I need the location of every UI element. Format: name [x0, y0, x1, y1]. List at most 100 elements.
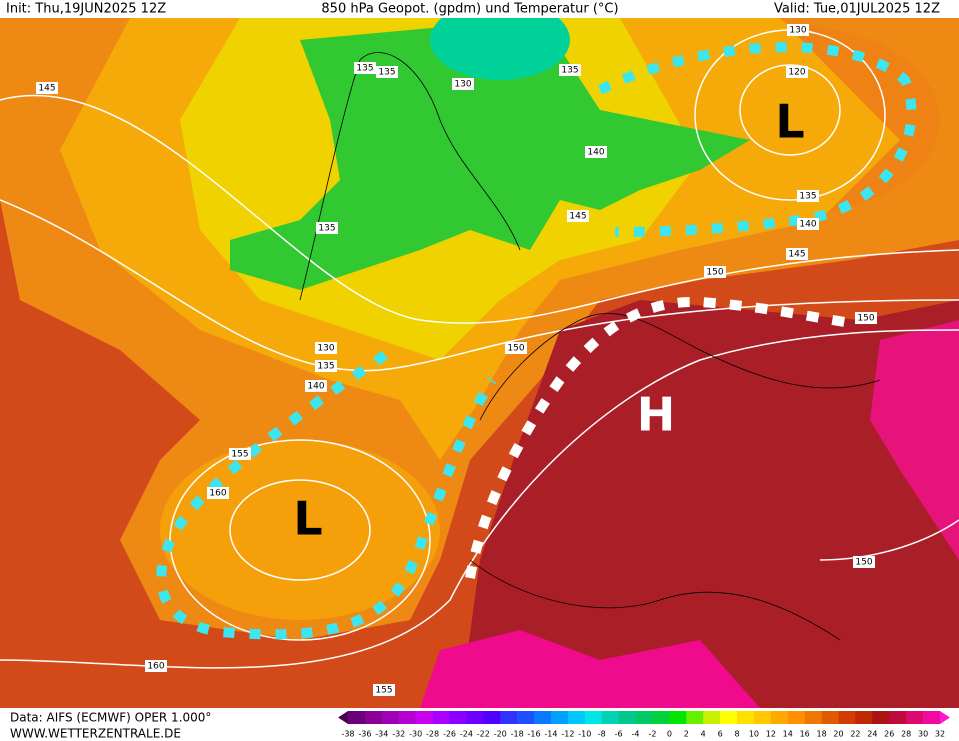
- contour-label: 145: [788, 250, 805, 260]
- colorbar-arrow: [338, 711, 348, 724]
- colorbar-swatch: [381, 711, 400, 724]
- contour-label: 135: [317, 362, 334, 372]
- colorbar-swatch: [855, 711, 873, 724]
- contour-label-bg: [797, 190, 819, 202]
- contour-label-bg: [585, 146, 607, 158]
- contour-label-bg: [316, 222, 338, 234]
- colorbar-swatch: [737, 711, 755, 724]
- contour-label: 140: [587, 148, 604, 158]
- contour-label: 160: [147, 662, 164, 672]
- colorbar-swatch: [652, 711, 670, 724]
- colorbar-swatch: [821, 711, 839, 724]
- colorbar-label: -10: [578, 730, 591, 739]
- contour-label: 145: [38, 84, 55, 94]
- contour-label-bg: [704, 266, 726, 278]
- contour-label: 135: [378, 68, 395, 78]
- colorbar-label: -36: [358, 730, 371, 739]
- colorbar-label: 28: [901, 730, 911, 739]
- contour-label-bg: [505, 342, 527, 354]
- contour-label: 140: [799, 220, 816, 230]
- contour-label-bg: [797, 218, 819, 230]
- colorbar-label: 14: [783, 730, 793, 739]
- colorbar-label: 18: [817, 730, 827, 739]
- colorbar-arrow: [940, 711, 950, 724]
- contour-label-bg: [354, 62, 376, 74]
- colorbar-swatch: [398, 711, 416, 724]
- colorbar-label: -2: [648, 730, 656, 739]
- contour-label: 155: [231, 450, 248, 460]
- contour-label: 150: [855, 558, 872, 568]
- colorbar-label: -20: [494, 730, 507, 739]
- colorbar-swatch: [618, 711, 636, 724]
- colorbar-label: 24: [867, 730, 877, 739]
- colorbar-swatch: [669, 711, 687, 724]
- contour-label: 135: [561, 66, 578, 76]
- contour-label: 130: [789, 26, 806, 36]
- contour-label: 145: [569, 212, 586, 222]
- colorbar-label: -30: [409, 730, 422, 739]
- colorbar-label: -34: [375, 730, 388, 739]
- colorbar-label: -4: [632, 730, 640, 739]
- colorbar-swatch: [838, 711, 856, 724]
- contour-label: 150: [857, 314, 874, 324]
- colorbar-label: -26: [443, 730, 456, 739]
- map-field: [0, 0, 959, 708]
- colorbar-swatch: [348, 711, 366, 724]
- contour-label-bg: [36, 82, 58, 94]
- contour-label-bg: [207, 487, 229, 499]
- colorbar-swatch: [364, 711, 383, 724]
- contour-label-bg: [315, 342, 337, 354]
- colorbar-label: 30: [918, 730, 928, 739]
- colorbar-swatch: [466, 711, 484, 724]
- pressure-center: L: [293, 492, 322, 546]
- contour-label-bg: [376, 66, 398, 78]
- colorbar-swatch: [500, 711, 518, 724]
- colorbar-swatch: [635, 711, 653, 724]
- colorbar-swatch: [432, 711, 450, 724]
- colorbar-label: -6: [615, 730, 623, 739]
- colorbar-swatch: [550, 711, 569, 724]
- colorbar-label: -12: [561, 730, 574, 739]
- coastlines: [299, 52, 881, 641]
- header-bar: [0, 0, 959, 18]
- colorbar-swatch: [601, 711, 619, 724]
- colorbar-label: -16: [528, 730, 541, 739]
- contour-label: 135: [318, 224, 335, 234]
- colorbar-label: 8: [734, 730, 739, 739]
- contour-label-bg: [229, 448, 251, 460]
- contour-label: 160: [209, 489, 226, 499]
- colorbar-swatch: [787, 711, 805, 724]
- contour-label: 150: [507, 344, 524, 354]
- colorbar-swatch: [906, 711, 924, 724]
- colorbar-swatch: [889, 711, 907, 724]
- contour-label-bg: [315, 360, 337, 372]
- colorbar-label: -24: [460, 730, 473, 739]
- contour-label: 130: [454, 80, 471, 90]
- contour-label: 120: [788, 68, 805, 78]
- contours: [0, 29, 959, 669]
- colorbar-swatch: [923, 711, 941, 724]
- website: WWW.WETTERZENTRALE.DE: [10, 727, 181, 741]
- colorbar-swatch: [517, 711, 535, 724]
- contour-label-bg: [855, 312, 877, 324]
- colorbar-swatch: [770, 711, 789, 724]
- contour-label-bg: [559, 64, 581, 76]
- contour-label: 135: [356, 64, 373, 74]
- colorbar-label: 32: [935, 730, 945, 739]
- colorbar-label: 10: [749, 730, 759, 739]
- data-source: Data: AIFS (ECMWF) OPER 1.000°: [10, 711, 211, 725]
- colorbar-label: 26: [884, 730, 894, 739]
- colorbar-swatch: [584, 711, 603, 724]
- colorbar-swatch: [804, 711, 822, 724]
- contour-label-bg: [373, 684, 395, 696]
- map-title: 850 hPa Geopot. (gpdm) und Temperatur (°…: [321, 2, 618, 17]
- colorbar-swatch: [415, 711, 433, 724]
- colorbar-label: 16: [800, 730, 810, 739]
- valid-time: Valid: Tue,01JUL2025 12Z: [774, 2, 940, 17]
- colorbar-label: 20: [833, 730, 843, 739]
- colorbar-label: -22: [477, 730, 490, 739]
- colorbar-label: 6: [718, 730, 723, 739]
- contour-label: 140: [307, 382, 324, 392]
